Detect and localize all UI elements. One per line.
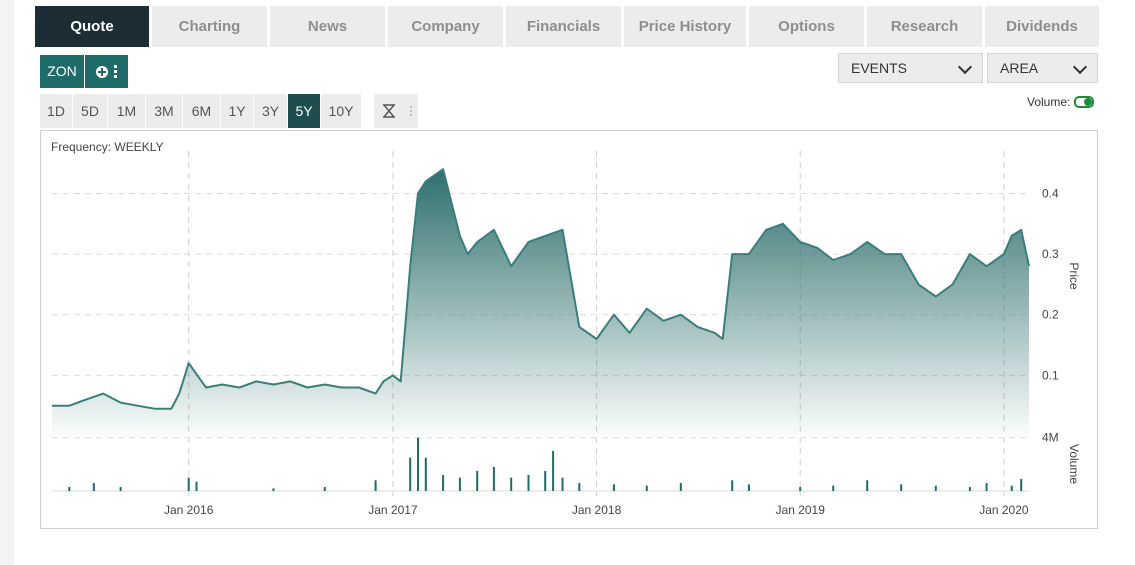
events-select-value: EVENTS [851,60,908,76]
range-1y[interactable]: 1Y [221,94,253,128]
price-tick-label: 0.1 [1042,368,1059,382]
x-tick-label: Jan 2017 [368,503,418,517]
chart-tools-button[interactable] [374,94,418,128]
volume-tick-label: 4M [1042,431,1059,445]
tab-price-history[interactable]: Price History [624,6,746,47]
volume-bar [968,487,971,491]
range-5y[interactable]: 5Y [288,94,320,128]
volume-bar [424,457,427,491]
chevron-down-icon [957,59,973,75]
volume-bar [272,488,275,491]
add-comparison-button[interactable] [85,55,128,88]
price-tick-label: 0.4 [1042,186,1059,200]
volume-bar [866,480,869,491]
volume-bar [544,471,547,491]
chart-area: Frequency: WEEKLY 0.4 0.3 0.2 0.1 4M Price Vol… [40,130,1098,529]
x-tick-label: Jan 2016 [164,503,214,517]
range-selector: 1D 5D 1M 3M 6M 1Y 3Y 5Y 10Y [40,94,362,128]
volume-bar [552,451,555,491]
volume-bar [409,457,412,491]
price-chart[interactable]: 0.4 0.3 0.2 0.1 4M Price Volume Jan 2016 Jan 201… [41,131,1099,530]
chart-type-select-value: AREA [1000,60,1039,76]
volume-bar [510,477,513,491]
volume-bar [1010,485,1013,491]
price-tick-label: 0.3 [1042,247,1059,261]
volume-bar [68,487,71,491]
volume-bar [799,487,802,491]
volume-bar [1020,479,1023,491]
volume-bar [934,485,937,491]
plus-circle-icon [96,65,108,78]
volume-bar [119,487,122,491]
tab-news[interactable]: News [270,6,385,47]
range-3y[interactable]: 3Y [254,94,287,128]
volume-bar [731,480,734,491]
price-series-line [52,168,1030,410]
range-3m[interactable]: 3M [146,94,182,128]
tab-financials[interactable]: Financials [506,6,621,47]
volume-toggle[interactable]: Volume: [1027,95,1095,109]
events-select[interactable]: EVENTS [838,53,983,83]
frequency-label: Frequency: WEEKLY [51,140,164,154]
volume-bar [747,484,750,491]
symbol-ticker[interactable]: ZON [40,55,84,88]
volume-bar [679,483,682,491]
volume-axis-label: Volume [1067,444,1081,484]
range-10y[interactable]: 10Y [321,94,361,128]
x-tick-label: Jan 2020 [979,503,1029,517]
tab-dividends[interactable]: Dividends [985,6,1099,47]
volume-bar [832,485,835,491]
volume-bar [92,483,95,491]
tab-quote[interactable]: Quote [35,6,149,47]
kebab-menu-icon [114,65,117,78]
price-axis-label: Price [1067,262,1081,290]
chart-type-select[interactable]: AREA [987,53,1098,83]
range-1m[interactable]: 1M [108,94,145,128]
volume-bar [985,483,988,491]
volume-bar [458,477,461,491]
chevron-down-icon [1072,59,1088,75]
volume-bar [187,477,190,491]
toggle-switch-icon [1074,96,1095,108]
volume-bar [645,485,648,491]
price-tick-label: 0.2 [1042,308,1059,322]
volume-bar [612,484,615,491]
tab-company[interactable]: Company [388,6,503,47]
volume-bar [442,475,445,491]
range-6m[interactable]: 6M [183,94,220,128]
hourglass-icon [383,104,413,118]
volume-bar [492,467,495,491]
volume-toggle-label: Volume: [1027,95,1071,109]
volume-bar [323,487,326,491]
volume-bar [578,483,581,491]
volume-bar [476,471,479,491]
tab-research[interactable]: Research [867,6,982,47]
volume-bar [527,475,530,491]
volume-bar [900,484,903,491]
range-1d[interactable]: 1D [40,94,72,128]
tab-bar: Quote Charting News Company Financials P… [35,6,1102,47]
volume-bar [417,437,419,491]
volume-bar [561,477,564,491]
volume-bar [195,481,198,491]
x-tick-label: Jan 2018 [572,503,622,517]
tab-charting[interactable]: Charting [152,6,267,47]
range-5d[interactable]: 5D [73,94,107,128]
price-area-fill [52,169,1029,436]
x-tick-label: Jan 2019 [776,503,826,517]
volume-bar [374,480,377,491]
tab-options[interactable]: Options [749,6,864,47]
symbol-selector: ZON [40,55,128,88]
